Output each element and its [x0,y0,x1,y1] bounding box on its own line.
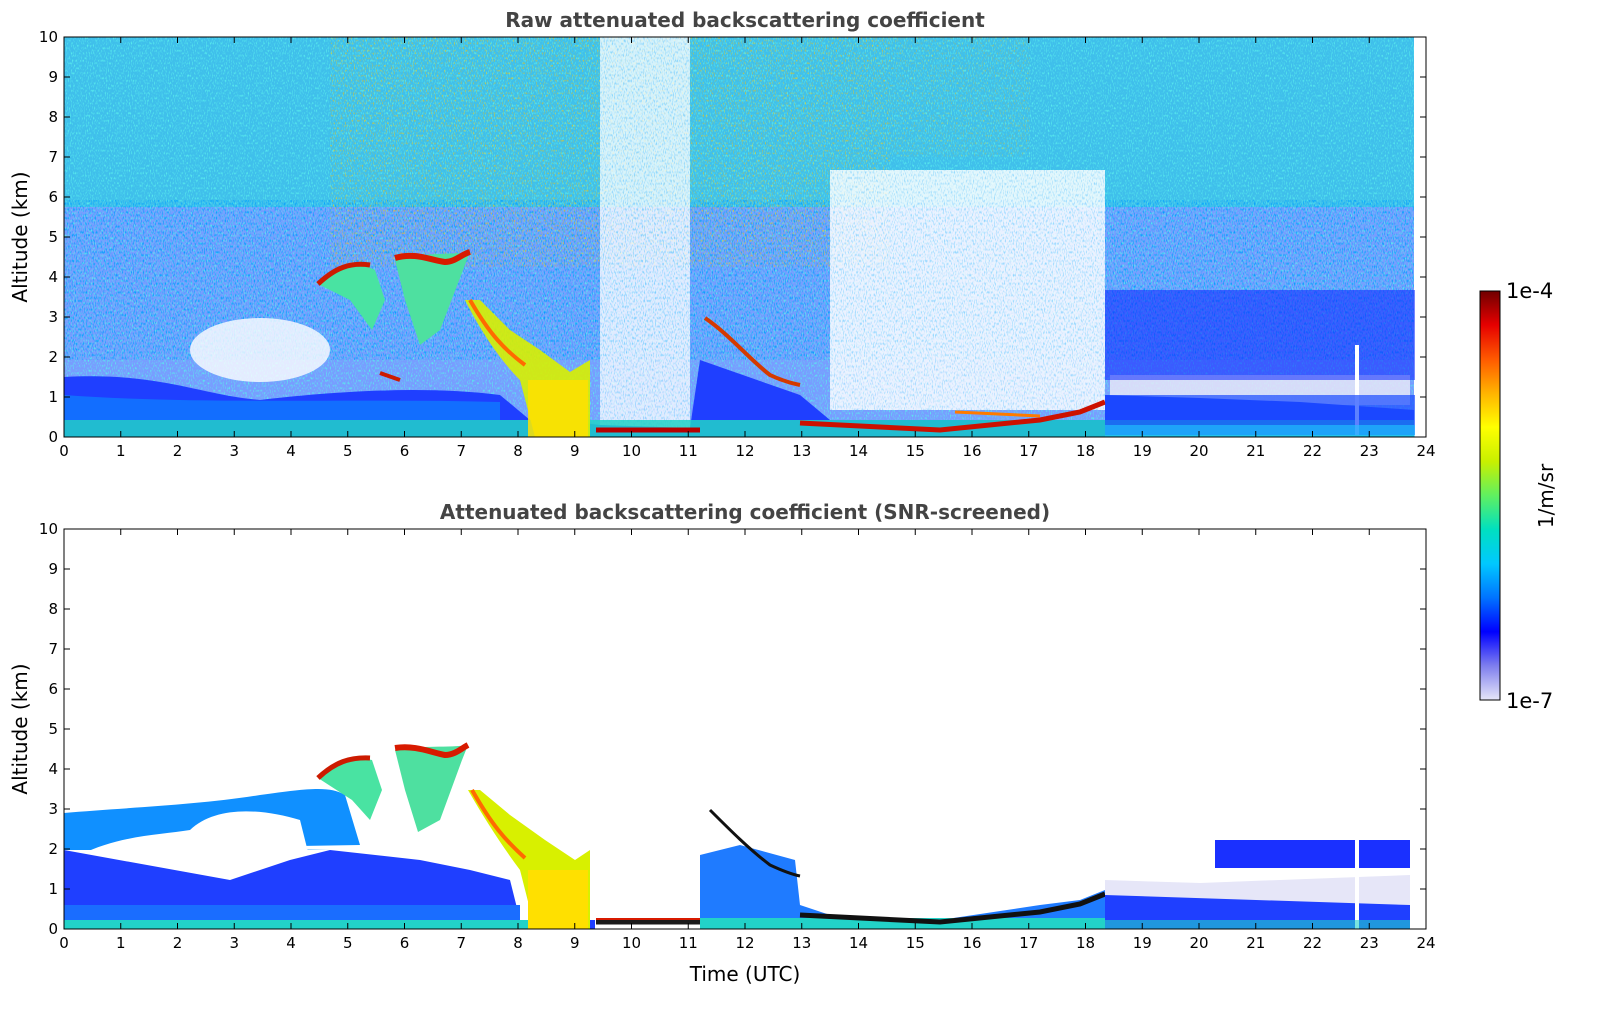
snr-ytick-label: 5 [48,720,58,738]
raw-xtick-label: 20 [1189,442,1208,460]
snr-ytick-label: 3 [48,800,58,818]
snr-xtick-label: 13 [792,934,811,952]
snr-xtick-label: 9 [570,934,580,952]
snr-xticks: 0 1 2 3 4 5 6 7 8 9 10 11 12 13 14 15 16 17 18 19 20 21 22 23 24 [59,529,1436,952]
raw-xtick-label: 24 [1416,442,1435,460]
raw-title: Raw attenuated backscattering coefficien… [505,8,985,32]
raw-xtick-label: 0 [59,442,69,460]
snr-ytick-label: 6 [48,680,58,698]
raw-ytick-label: 1 [48,388,58,406]
colorbar-max-label: 1e-4 [1506,279,1553,303]
snr-xtick-label: 11 [679,934,698,952]
snr-xtick-label: 7 [456,934,466,952]
raw-xtick-label: 22 [1303,442,1322,460]
snr-xtick-label: 24 [1416,934,1435,952]
snr-ytick-label: 7 [48,640,58,658]
raw-ytick-label: 5 [48,228,58,246]
snr-xtick-label: 20 [1189,934,1208,952]
raw-ytick-label: 4 [48,268,58,286]
snr-xtick-label: 22 [1303,934,1322,952]
snr-xlabel: Time (UTC) [689,962,801,986]
snr-xtick-label: 4 [286,934,296,952]
raw-xtick-label: 2 [173,442,183,460]
snr-xtick-label: 3 [229,934,239,952]
raw-xtick-label: 10 [622,442,641,460]
raw-xtick-label: 14 [849,442,868,460]
raw-ytick-label: 6 [48,188,58,206]
raw-xtick-label: 8 [513,442,523,460]
raw-ytick-label: 7 [48,148,58,166]
snr-xtick-label: 23 [1360,934,1379,952]
snr-xtick-label: 18 [1076,934,1095,952]
raw-ylabel: Altitude (km) [8,171,32,302]
raw-xtick-label: 7 [456,442,466,460]
snr-xtick-label: 21 [1246,934,1265,952]
snr-xtick-label: 1 [116,934,126,952]
snr-xtick-label: 8 [513,934,523,952]
raw-xtick-label: 17 [1019,442,1038,460]
raw-xtick-label: 15 [906,442,925,460]
snr-xtick-label: 14 [849,934,868,952]
raw-panel: Raw attenuated backscattering coefficien… [8,8,1436,460]
raw-xtick-label: 13 [792,442,811,460]
raw-xtick-label: 21 [1246,442,1265,460]
raw-ytick-label: 10 [39,28,58,46]
raw-xtick-label: 12 [735,442,754,460]
snr-xtick-label: 16 [962,934,981,952]
snr-ytick-label: 0 [48,920,58,938]
snr-ylabel: Altitude (km) [8,663,32,794]
colorbar-min-label: 1e-7 [1506,689,1553,713]
snr-xtick-label: 15 [906,934,925,952]
raw-ytick-label: 2 [48,348,58,366]
colorbar-gradient [1479,290,1501,701]
raw-xtick-label: 5 [343,442,353,460]
raw-xtick-label: 19 [1133,442,1152,460]
snr-xtick-label: 0 [59,934,69,952]
snr-ytick-label: 10 [39,520,58,538]
snr-panel: Attenuated backscattering coefficient (S… [8,500,1436,986]
raw-yticks: 0 1 2 3 4 5 6 7 8 9 10 [39,28,1426,446]
raw-xtick-label: 16 [962,442,981,460]
snr-xtick-label: 5 [343,934,353,952]
snr-xtick-label: 2 [173,934,183,952]
snr-xtick-label: 12 [735,934,754,952]
raw-xtick-label: 11 [679,442,698,460]
colorbar-unit-label: 1/m/sr [1534,463,1558,528]
raw-ytick-label: 0 [48,428,58,446]
raw-ytick-label: 8 [48,108,58,126]
snr-xtick-label: 10 [622,934,641,952]
snr-title: Attenuated backscattering coefficient (S… [440,500,1050,524]
raw-xtick-label: 23 [1360,442,1379,460]
snr-ytick-label: 4 [48,760,58,778]
raw-xtick-label: 6 [400,442,410,460]
raw-xticks: 0 1 2 3 4 5 6 7 8 9 10 11 12 13 14 15 16 17 18 19 20 21 22 23 24 [59,37,1436,460]
raw-xtick-label: 4 [286,442,296,460]
raw-xtick-label: 3 [229,442,239,460]
colorbar: 1e-4 1e-7 1/m/sr [1479,279,1558,713]
raw-xtick-label: 18 [1076,442,1095,460]
snr-ytick-label: 2 [48,840,58,858]
raw-ytick-label: 9 [48,68,58,86]
snr-xtick-label: 6 [400,934,410,952]
raw-xtick-label: 1 [116,442,126,460]
snr-xtick-label: 19 [1133,934,1152,952]
raw-ytick-label: 3 [48,308,58,326]
raw-heatmap [64,37,1415,437]
snr-xtick-label: 17 [1019,934,1038,952]
snr-yticks: 0 1 2 3 4 5 6 7 8 9 10 [39,520,1426,938]
raw-xtick-label: 9 [570,442,580,460]
snr-ytick-label: 9 [48,560,58,578]
snr-ytick-label: 8 [48,600,58,618]
snr-ytick-label: 1 [48,880,58,898]
